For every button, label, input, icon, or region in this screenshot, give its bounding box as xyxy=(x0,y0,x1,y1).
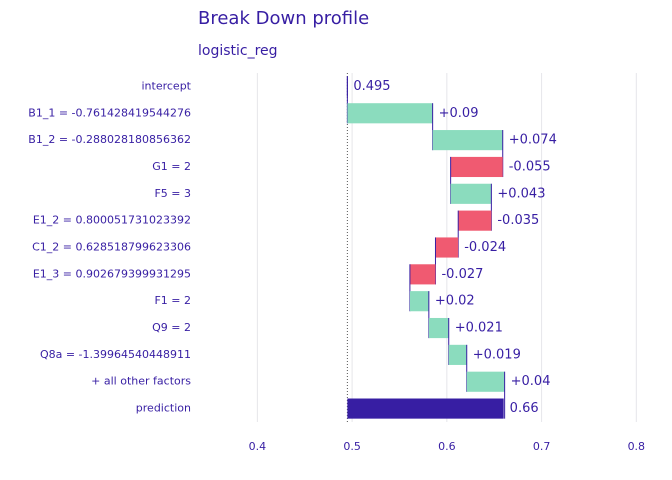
value-label: +0.09 xyxy=(439,106,479,121)
value-label: +0.021 xyxy=(455,321,503,336)
value-label: -0.035 xyxy=(497,213,539,228)
value-label: +0.043 xyxy=(497,186,545,201)
y-tick-label: E1_2 = 0.800051731023392 xyxy=(33,214,191,227)
value-label: 0.66 xyxy=(510,401,539,416)
bar xyxy=(450,156,503,178)
x-tick-label: 0.4 xyxy=(249,440,267,453)
y-tick-label: E1_3 = 0.902679399931295 xyxy=(33,267,191,280)
bar xyxy=(409,291,429,312)
bar xyxy=(435,237,459,258)
prediction-bar xyxy=(347,398,504,419)
y-tick-label: B1_2 = -0.288028180856362 xyxy=(28,133,191,146)
bar xyxy=(428,317,449,339)
y-tick-label: G1 = 2 xyxy=(152,160,191,173)
bar xyxy=(448,344,467,365)
bar xyxy=(466,371,505,392)
bar xyxy=(458,210,492,231)
y-tick-label: intercept xyxy=(142,79,192,92)
value-label: -0.024 xyxy=(464,240,506,255)
value-label: 0.495 xyxy=(353,79,390,94)
y-tick-label: + all other factors xyxy=(91,375,191,388)
value-label: -0.055 xyxy=(509,159,551,174)
bar xyxy=(432,130,503,151)
value-label: +0.04 xyxy=(511,374,551,389)
y-tick-label: F1 = 2 xyxy=(154,294,191,307)
y-tick-label: Q8a = -1.39964540448911 xyxy=(40,348,191,361)
value-label: -0.027 xyxy=(441,267,483,282)
y-tick-label: Q9 = 2 xyxy=(152,321,191,334)
y-tick-label: F5 = 3 xyxy=(154,187,191,200)
x-tick-label: 0.7 xyxy=(533,440,551,453)
x-tick-label: 0.5 xyxy=(343,440,361,453)
y-tick-label: B1_1 = -0.761428419544276 xyxy=(28,106,191,119)
y-tick-label: C1_2 = 0.628518799623306 xyxy=(32,241,191,254)
bar xyxy=(450,183,492,204)
bar xyxy=(409,264,436,285)
value-label: +0.019 xyxy=(473,347,521,362)
x-tick-label: 0.8 xyxy=(628,440,646,453)
y-tick-label: prediction xyxy=(136,402,191,415)
bar xyxy=(347,103,433,124)
value-label: +0.074 xyxy=(509,133,557,148)
chart-title: Break Down profile xyxy=(198,8,369,29)
x-tick-label: 0.6 xyxy=(438,440,456,453)
chart-subtitle: logistic_reg xyxy=(198,43,278,59)
value-label: +0.02 xyxy=(435,294,475,309)
